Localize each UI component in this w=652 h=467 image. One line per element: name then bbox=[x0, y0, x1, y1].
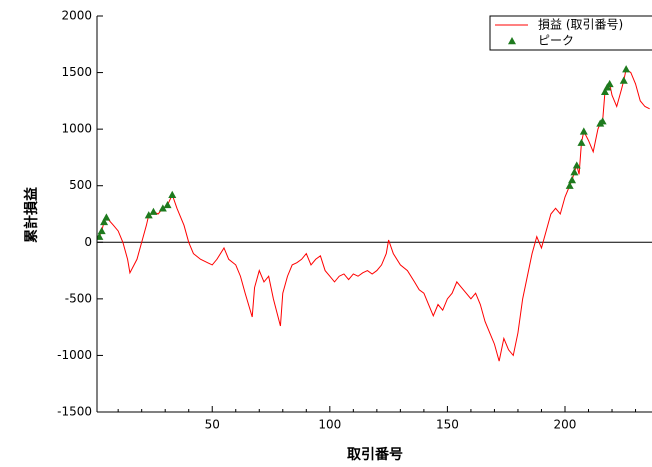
peak-marker bbox=[605, 79, 614, 88]
peak-marker bbox=[158, 204, 167, 212]
legend: 損益 (取引番号) ピーク bbox=[489, 15, 652, 51]
y-tick-label: 1500 bbox=[61, 65, 92, 79]
peak-marker bbox=[619, 76, 628, 84]
peak-marker bbox=[100, 217, 109, 226]
peak-marker bbox=[97, 226, 106, 235]
legend-box bbox=[489, 15, 652, 51]
peak-marker bbox=[102, 213, 111, 221]
peak-marker bbox=[572, 161, 581, 169]
x-axis-title: 取引番号 bbox=[347, 446, 403, 463]
peak-marker bbox=[565, 181, 574, 189]
x-tick-label: 150 bbox=[436, 418, 459, 432]
plot-area bbox=[97, 65, 652, 362]
peak-marker bbox=[577, 138, 586, 146]
peak-marker bbox=[163, 200, 172, 209]
y-axis-title: 累計損益 bbox=[23, 187, 40, 243]
peak-marker bbox=[144, 211, 153, 219]
y-tick-label: 0 bbox=[84, 235, 92, 249]
peak-marker bbox=[600, 87, 609, 96]
x-tick-label: 200 bbox=[554, 418, 577, 432]
peak-marker bbox=[568, 176, 577, 184]
peak-marker bbox=[598, 117, 607, 125]
axes: -1500 -1000 -500 0 500 1000 1500 2000 50 100 150 20… bbox=[57, 9, 652, 432]
peak-marker bbox=[168, 190, 177, 198]
y-tick-label: 2000 bbox=[61, 9, 92, 23]
x-tick-label: 100 bbox=[318, 418, 341, 432]
peak-marker bbox=[149, 207, 158, 215]
legend-label: ピーク bbox=[538, 34, 574, 48]
y-tick-label: -1000 bbox=[57, 348, 92, 362]
legend-label: 損益 (取引番号) bbox=[538, 17, 623, 32]
data-line bbox=[97, 68, 650, 362]
peak-marker bbox=[570, 168, 579, 176]
y-tick-label: -1500 bbox=[57, 405, 92, 419]
peak-marker bbox=[97, 232, 104, 240]
peak-marker bbox=[622, 65, 631, 73]
x-tick-label: 50 bbox=[205, 418, 220, 432]
y-tick-label: 500 bbox=[69, 178, 92, 192]
y-tick-label: -500 bbox=[65, 291, 92, 305]
legend-swatch bbox=[508, 37, 516, 45]
peak-marker bbox=[579, 127, 588, 135]
y-tick-label: 1000 bbox=[61, 122, 92, 136]
